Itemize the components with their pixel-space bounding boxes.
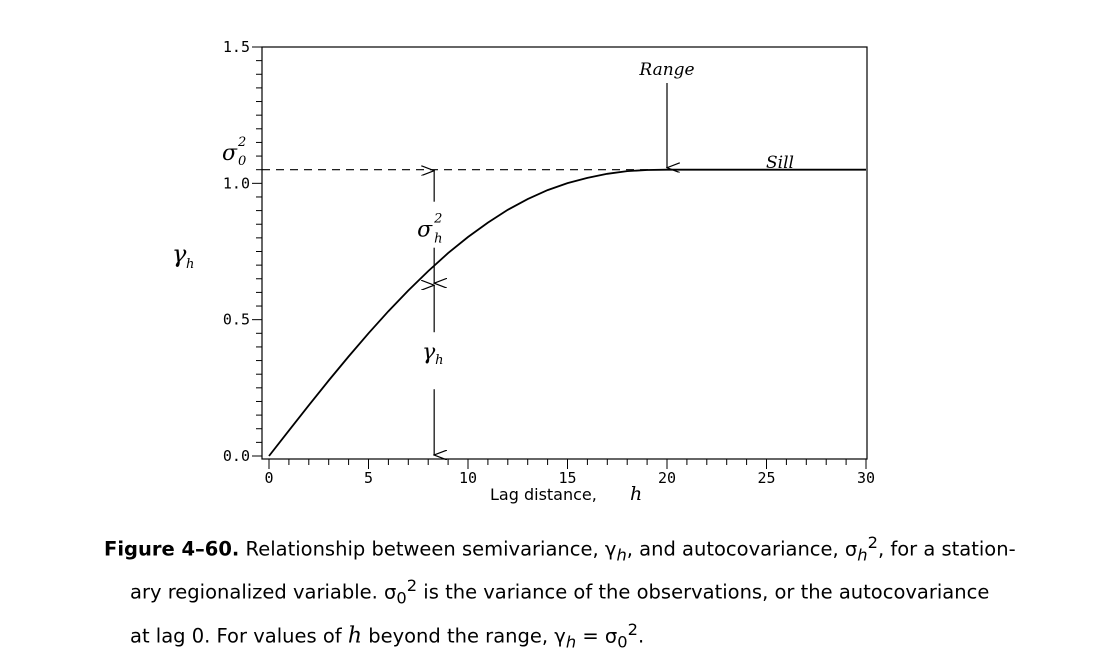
caption-h: h xyxy=(347,623,362,649)
sigma0-base: σ xyxy=(222,141,238,166)
sigmah-sup: 2 xyxy=(433,212,442,227)
x-tick-label: 5 xyxy=(364,469,373,487)
caption-text-2a: ary regionalized variable. σ xyxy=(130,580,397,604)
sigmah-sub: h xyxy=(434,232,442,247)
caption-text-1a: Relationship between semivariance, γ xyxy=(239,537,617,561)
caption-text-3d: . xyxy=(637,624,645,648)
caption-text-1b: , and autocovariance, σ xyxy=(626,537,858,561)
sigma0-tick-label: σ 2 0 xyxy=(222,135,246,169)
caption-sup-3b: 2 xyxy=(627,619,638,639)
variogram-chart: 0 5 10 15 20 25 300.00.51.01.5 Range Sill σ 2 … xyxy=(172,38,875,505)
gammah-base: γ xyxy=(422,340,436,365)
caption-line-2: ary regionalized variable. σ02 is the va… xyxy=(104,570,1094,613)
x-axis-title: Lag distance, h xyxy=(490,483,642,505)
y-tick-label: 1.5 xyxy=(223,38,250,56)
y-axis-title-sub: h xyxy=(186,257,194,272)
x-tick-label: 30 xyxy=(857,469,875,487)
plot-frame xyxy=(261,46,868,460)
x-axis-title-var: h xyxy=(630,483,642,505)
y-axis-title: γ h xyxy=(172,240,194,272)
sigma0-sub: 0 xyxy=(238,154,246,169)
x-axis-title-text: Lag distance, xyxy=(490,485,597,504)
y-axis-title-base: γ xyxy=(172,240,187,268)
caption-sub-2: 0 xyxy=(396,588,407,608)
caption-sup-2: 2 xyxy=(406,576,418,596)
annotation-arrows xyxy=(434,83,667,455)
caption-sub-3: h xyxy=(565,632,577,652)
x-tick-label: 10 xyxy=(459,469,477,487)
caption-sup-1b: 2 xyxy=(867,533,878,552)
x-tick-label: 25 xyxy=(757,469,775,487)
range-label: Range xyxy=(638,60,694,80)
gammah-sub: h xyxy=(435,353,443,368)
sigma0-sup: 2 xyxy=(237,135,246,150)
y-tick-label: 1.0 xyxy=(223,174,250,192)
caption-text-3c: = σ xyxy=(576,624,618,648)
caption-sub-1: h xyxy=(616,545,627,565)
y-tick-label: 0.5 xyxy=(223,311,250,329)
gammah-annotation: γ h xyxy=(422,340,443,368)
caption-figure-label: Figure 4–60. xyxy=(104,537,240,561)
x-tick-label: 0 xyxy=(264,469,273,487)
caption-text-3a: at lag 0. For values of xyxy=(130,624,348,648)
caption-line-1: Figure 4–60. Relationship between semiva… xyxy=(104,527,1094,570)
caption-text-2b: is the variance of the observations, or … xyxy=(417,580,990,604)
y-tick-label: 0.0 xyxy=(223,447,250,465)
series-line xyxy=(268,168,866,457)
caption-text-1c: , for a station- xyxy=(877,537,1016,561)
figure-caption: Figure 4–60. Relationship between semiva… xyxy=(104,527,1094,657)
sigmah-annotation: σ 2 h xyxy=(417,212,442,247)
axis-ticks xyxy=(252,46,867,469)
x-tick-label: 15 xyxy=(558,469,576,487)
sill-label: Sill xyxy=(766,153,794,173)
caption-line-3: at lag 0. For values of h beyond the ran… xyxy=(104,614,1094,657)
caption-text-3b: beyond the range, γ xyxy=(362,624,566,648)
caption-sub-3b: 0 xyxy=(617,632,628,652)
caption-sub-1b: h xyxy=(857,545,868,565)
sigmah-base: σ xyxy=(417,218,433,243)
axis-tick-labels: 0 5 10 15 20 25 300.00.51.01.5 xyxy=(223,38,875,487)
x-tick-label: 20 xyxy=(658,469,676,487)
